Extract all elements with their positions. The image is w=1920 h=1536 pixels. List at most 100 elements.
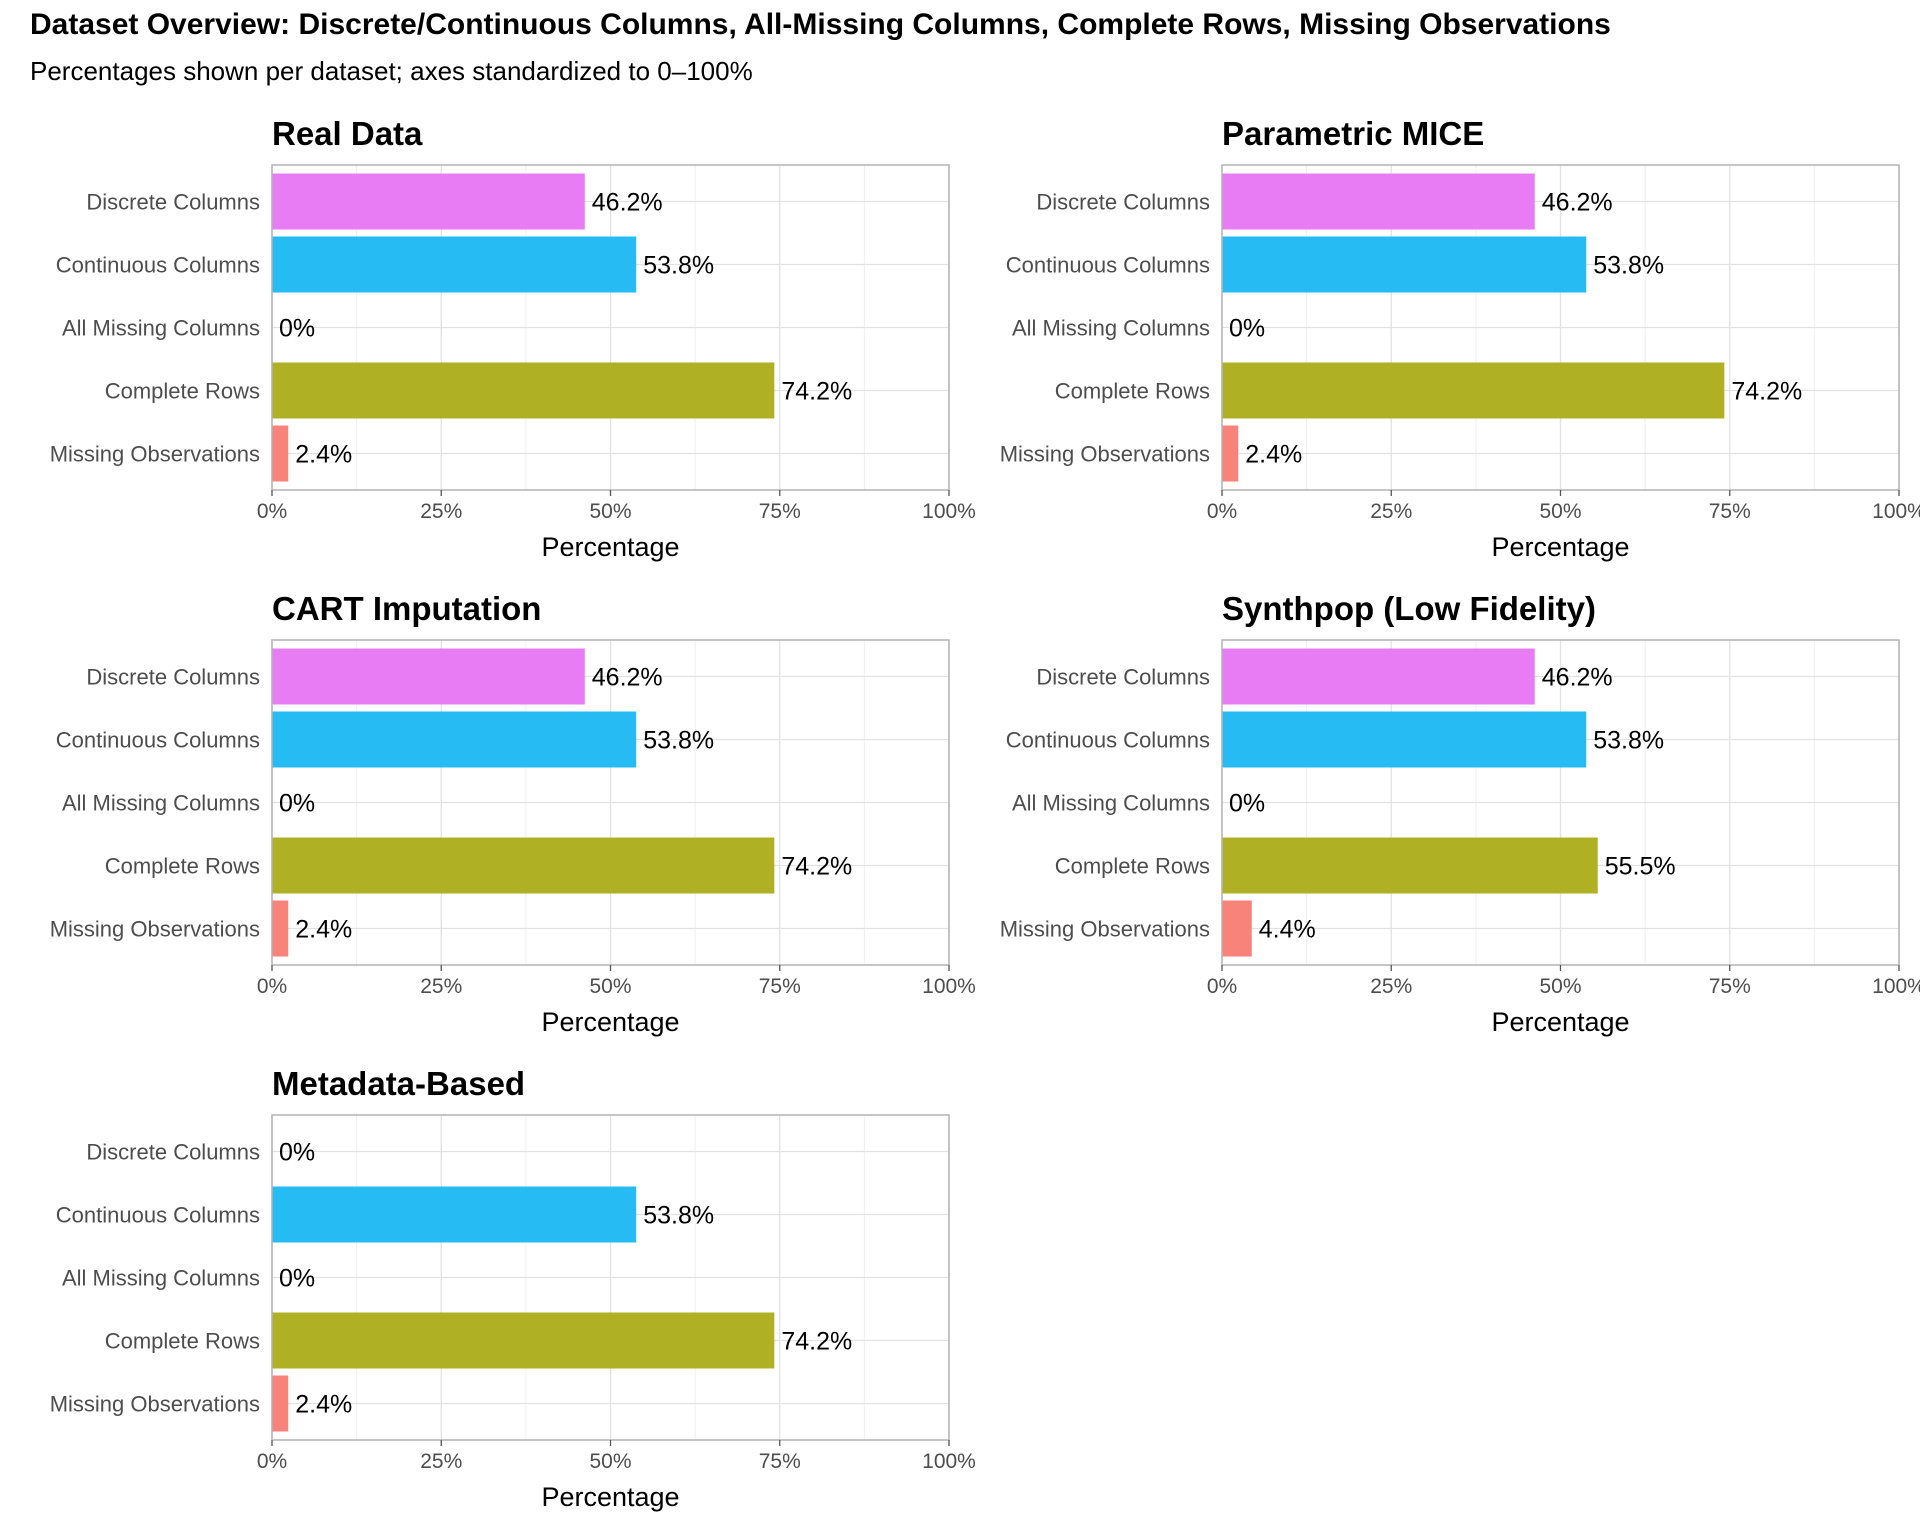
category-label: Continuous Columns xyxy=(1006,728,1210,753)
x-tick-label: 50% xyxy=(589,975,631,998)
category-label: All Missing Columns xyxy=(62,316,260,341)
x-tick-label: 75% xyxy=(759,975,801,998)
category-label: Discrete Columns xyxy=(1036,190,1210,215)
x-axis-label: Percentage xyxy=(1491,532,1629,562)
category-label: Continuous Columns xyxy=(1006,253,1210,278)
bar xyxy=(1222,362,1725,419)
category-label: Missing Observations xyxy=(1000,917,1210,942)
category-label: Discrete Columns xyxy=(86,1140,260,1165)
facet-panel: Synthpop (Low Fidelity) Discrete Columns 4… xyxy=(1000,590,1920,1037)
category-label: Complete Rows xyxy=(105,1329,260,1354)
bar xyxy=(272,236,637,293)
data-label: 55.5% xyxy=(1605,853,1676,881)
bar xyxy=(1222,173,1535,230)
panel-title: Synthpop (Low Fidelity) xyxy=(1222,590,1596,627)
category-label: Missing Observations xyxy=(50,1392,260,1417)
data-label: 46.2% xyxy=(592,189,663,217)
x-tick-label: 25% xyxy=(1370,975,1412,998)
category-label: Complete Rows xyxy=(105,854,260,879)
category-label: All Missing Columns xyxy=(62,1266,260,1291)
data-label: 74.2% xyxy=(781,1328,852,1356)
bar xyxy=(1222,236,1587,293)
x-tick-label: 50% xyxy=(1539,975,1581,998)
panel-title: Parametric MICE xyxy=(1222,115,1484,152)
x-tick-label: 75% xyxy=(1709,500,1751,523)
data-label: 74.2% xyxy=(781,378,852,406)
category-label: Complete Rows xyxy=(105,379,260,404)
category-label: Continuous Columns xyxy=(56,253,260,278)
data-label: 0% xyxy=(279,790,315,818)
figure-title: Dataset Overview: Discrete/Continuous Co… xyxy=(30,8,1611,41)
bar xyxy=(272,1375,289,1432)
bar xyxy=(1222,900,1252,957)
data-label: 46.2% xyxy=(592,664,663,692)
bar xyxy=(1222,425,1239,482)
x-tick-label: 0% xyxy=(1207,975,1237,998)
bar xyxy=(1222,648,1535,705)
x-tick-label: 100% xyxy=(1872,500,1920,523)
category-label: Continuous Columns xyxy=(56,1203,260,1228)
x-tick-label: 25% xyxy=(1370,500,1412,523)
x-tick-label: 100% xyxy=(922,975,976,998)
x-axis-label: Percentage xyxy=(1491,1007,1629,1037)
facet-panel: Real Data Discrete Columns 46.2% Continuous… xyxy=(50,115,976,562)
data-label: 2.4% xyxy=(295,916,352,944)
data-label: 74.2% xyxy=(1731,378,1802,406)
x-tick-label: 50% xyxy=(589,1450,631,1473)
x-tick-label: 50% xyxy=(1539,500,1581,523)
category-label: Complete Rows xyxy=(1055,379,1210,404)
data-label: 2.4% xyxy=(1245,441,1302,469)
data-label: 4.4% xyxy=(1259,916,1316,944)
data-label: 0% xyxy=(279,1265,315,1293)
bar xyxy=(272,1186,637,1243)
bar xyxy=(272,1312,775,1369)
bar xyxy=(1222,711,1587,768)
data-label: 2.4% xyxy=(295,1391,352,1419)
category-label: All Missing Columns xyxy=(1012,316,1210,341)
x-tick-label: 0% xyxy=(257,1450,287,1473)
x-tick-label: 25% xyxy=(420,500,462,523)
data-label: 53.8% xyxy=(1593,252,1664,280)
x-axis-label: Percentage xyxy=(541,1482,679,1512)
category-label: Discrete Columns xyxy=(86,190,260,215)
bar xyxy=(272,900,289,957)
x-tick-label: 75% xyxy=(759,1450,801,1473)
bar xyxy=(272,362,775,419)
x-tick-label: 50% xyxy=(589,500,631,523)
data-label: 46.2% xyxy=(1542,664,1613,692)
x-axis-label: Percentage xyxy=(541,532,679,562)
category-label: Missing Observations xyxy=(1000,442,1210,467)
data-label: 53.8% xyxy=(643,252,714,280)
category-label: Discrete Columns xyxy=(1036,665,1210,690)
facet-panel: CART Imputation Discrete Columns 46.2% Cont… xyxy=(50,590,976,1037)
data-label: 0% xyxy=(279,1139,315,1167)
bar xyxy=(272,837,775,894)
data-label: 46.2% xyxy=(1542,189,1613,217)
x-tick-label: 100% xyxy=(922,500,976,523)
data-label: 53.8% xyxy=(643,727,714,755)
category-label: Missing Observations xyxy=(50,442,260,467)
data-label: 0% xyxy=(1229,315,1265,343)
data-label: 74.2% xyxy=(781,853,852,881)
facet-panel: Parametric MICE Discrete Columns 46.2% Cont… xyxy=(1000,115,1920,562)
category-label: Complete Rows xyxy=(1055,854,1210,879)
x-tick-label: 0% xyxy=(257,500,287,523)
facet-panel: Metadata-Based Discrete Columns 0% Continuo… xyxy=(50,1065,976,1512)
bar xyxy=(272,711,637,768)
x-tick-label: 25% xyxy=(420,1450,462,1473)
category-label: Discrete Columns xyxy=(86,665,260,690)
data-label: 53.8% xyxy=(1593,727,1664,755)
bar xyxy=(272,173,585,230)
bar xyxy=(272,648,585,705)
category-label: Missing Observations xyxy=(50,917,260,942)
panel-title: CART Imputation xyxy=(272,590,541,627)
data-label: 0% xyxy=(1229,790,1265,818)
x-axis-label: Percentage xyxy=(541,1007,679,1037)
category-label: All Missing Columns xyxy=(62,791,260,816)
data-label: 2.4% xyxy=(295,441,352,469)
x-tick-label: 100% xyxy=(922,1450,976,1473)
x-tick-label: 0% xyxy=(257,975,287,998)
x-tick-label: 75% xyxy=(759,500,801,523)
